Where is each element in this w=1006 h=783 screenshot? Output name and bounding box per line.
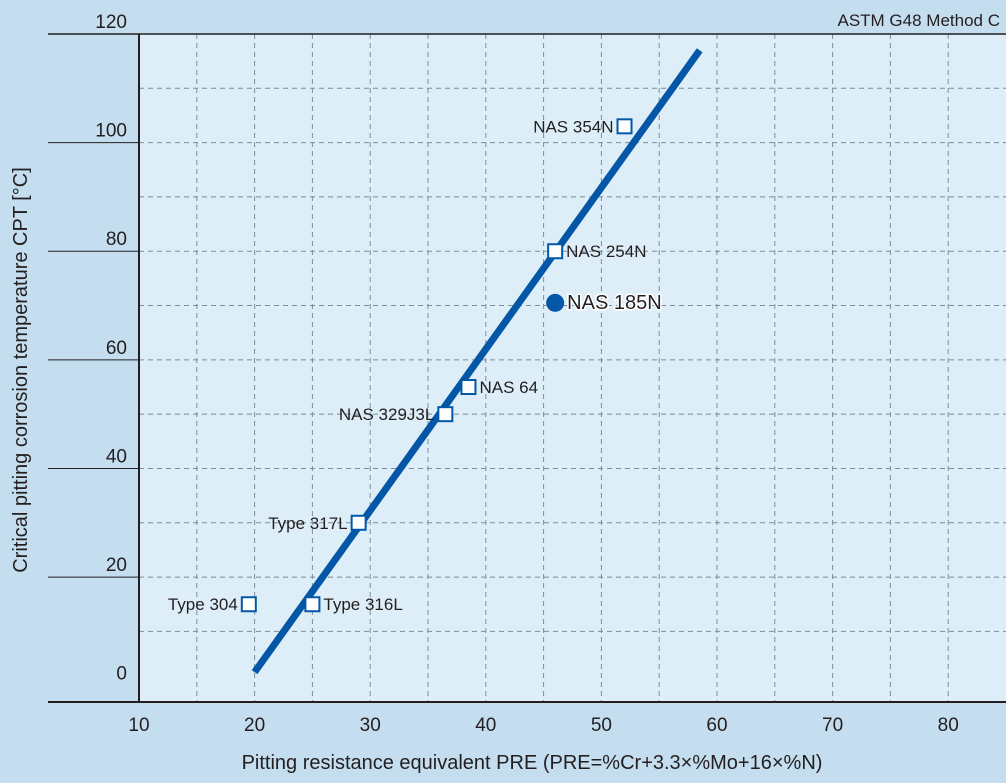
- point-label-nas-64: NAS 64: [479, 378, 538, 397]
- x-tick-label-20: 20: [244, 715, 265, 736]
- point-label-type-304: Type 304: [168, 595, 238, 614]
- point-marker-nas-354n: [616, 118, 633, 135]
- axes: 10 20 30 40 50 60 70 80 0 20 40 60 80 100 120: [48, 12, 1006, 736]
- point-label-nas-354n: NAS 354N: [533, 117, 613, 136]
- point-marker-nas-185n: [546, 293, 565, 312]
- point-marker-nas-254n: [547, 243, 564, 260]
- annotation-label: ASTM G48 Method C: [837, 11, 1000, 30]
- point-label-type-317l: Type 317L: [268, 514, 347, 533]
- y-axis-label: Critical pitting corrosion temperature C…: [10, 167, 32, 573]
- point-marker-type-317l: [350, 514, 367, 531]
- point-label-nas-185n: NAS 185N: [567, 292, 662, 314]
- point-marker-type-316l: [304, 596, 321, 613]
- point-marker-nas-64: [460, 379, 477, 396]
- y-tick-label-20: 20: [106, 555, 127, 576]
- point-label-nas-329j3l: NAS 329J3L: [339, 405, 434, 424]
- point-marker-nas-329j3l: [437, 406, 454, 423]
- x-tick-label-80: 80: [938, 715, 959, 736]
- plot-area: [139, 34, 1006, 702]
- y-tick-label-40: 40: [106, 446, 127, 467]
- y-tick-label-120: 120: [95, 12, 127, 33]
- x-tick-label-70: 70: [822, 715, 843, 736]
- y-tick-label-0: 0: [116, 664, 127, 685]
- point-marker-type-304: [240, 596, 257, 613]
- data-points: Type 304 Type 316L Type 317L NAS 329J3L NAS …: [168, 117, 663, 614]
- point-label-type-316l: Type 316L: [323, 595, 402, 614]
- x-tick-label-40: 40: [475, 715, 496, 736]
- x-tick-label-50: 50: [591, 715, 612, 736]
- x-tick-label-60: 60: [706, 715, 727, 736]
- x-tick-label-10: 10: [128, 715, 149, 736]
- x-axis-label: Pitting resistance equivalent PRE (PRE=%…: [242, 752, 823, 774]
- trend-line-layer: [251, 48, 703, 675]
- trend-line: [251, 48, 703, 675]
- y-tick-label-100: 100: [95, 121, 127, 142]
- point-label-nas-254n: NAS 254N: [566, 242, 646, 261]
- y-tick-label-60: 60: [106, 338, 127, 359]
- x-tick-label-30: 30: [360, 715, 381, 736]
- y-tick-label-80: 80: [106, 229, 127, 250]
